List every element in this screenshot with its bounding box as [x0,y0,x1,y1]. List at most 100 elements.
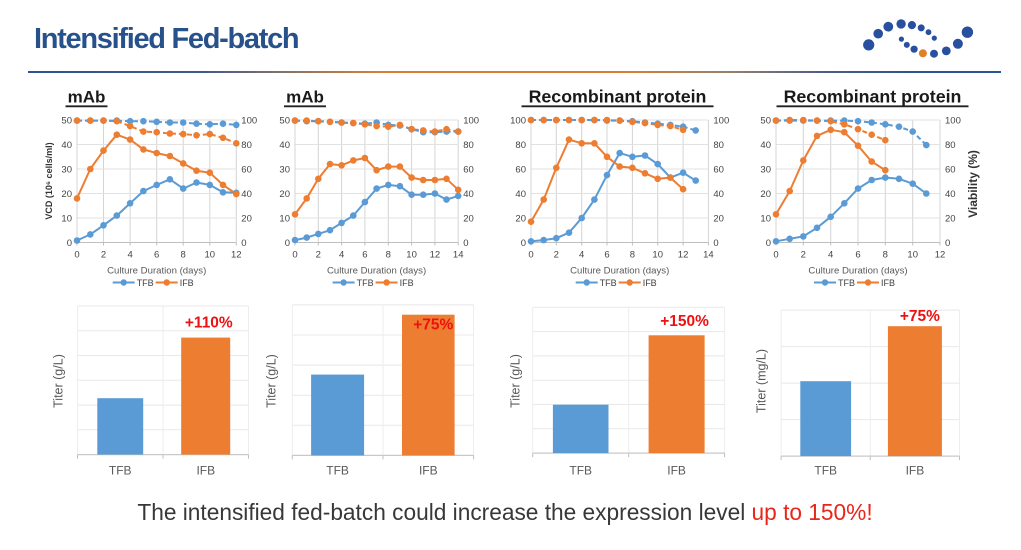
svg-text:40: 40 [760,140,771,151]
svg-text:TFB: TFB [137,278,154,288]
svg-text:2: 2 [316,250,321,261]
svg-text:IFB: IFB [180,278,194,288]
svg-text:IFB: IFB [881,278,895,288]
svg-text:40: 40 [279,140,290,151]
svg-text:TFB: TFB [814,464,837,478]
svg-text:TFB: TFB [569,464,592,478]
svg-text:+110%: +110% [185,315,233,332]
svg-text:IFB: IFB [906,464,925,478]
svg-text:2: 2 [554,250,559,261]
svg-text:12: 12 [935,250,946,261]
svg-text:60: 60 [241,164,252,175]
svg-text:0: 0 [521,238,526,249]
svg-text:Titer (mg/L): Titer (mg/L) [754,349,768,413]
svg-text:0: 0 [74,250,79,261]
svg-text:6: 6 [855,250,860,261]
svg-text:60: 60 [945,164,956,175]
svg-text:0: 0 [766,238,771,249]
svg-text:IFB: IFB [419,464,438,478]
svg-text:Titer (g/L): Titer (g/L) [52,354,66,408]
svg-text:6: 6 [154,250,159,261]
svg-text:50: 50 [760,115,771,126]
svg-text:40: 40 [515,189,526,200]
svg-text:0: 0 [241,238,246,249]
svg-text:8: 8 [386,250,391,261]
svg-text:50: 50 [61,115,72,126]
svg-text:+75%: +75% [413,317,453,334]
svg-text:2: 2 [101,250,106,261]
svg-text:80: 80 [463,140,474,151]
svg-text:100: 100 [945,115,961,126]
svg-text:8: 8 [883,250,888,261]
svg-text:20: 20 [463,213,474,224]
svg-text:60: 60 [713,164,724,175]
svg-text:8: 8 [181,250,186,261]
svg-text:20: 20 [713,213,724,224]
svg-text:4: 4 [828,250,833,261]
svg-text:40: 40 [945,189,956,200]
svg-text:Recombinant protein: Recombinant protein [529,87,707,107]
svg-text:0: 0 [773,250,778,261]
svg-text:IFB: IFB [400,278,414,288]
svg-text:20: 20 [241,213,252,224]
svg-text:20: 20 [760,189,771,200]
svg-text:4: 4 [127,250,132,261]
svg-text:60: 60 [463,164,474,175]
svg-text:20: 20 [279,189,290,200]
svg-text:100: 100 [241,115,257,126]
svg-text:TFB: TFB [838,278,855,288]
svg-text:40: 40 [463,189,474,200]
svg-text:0: 0 [945,238,950,249]
svg-text:10: 10 [205,250,216,261]
svg-text:4: 4 [579,250,584,261]
svg-text:0: 0 [713,238,718,249]
svg-text:0: 0 [292,250,297,261]
svg-text:40: 40 [241,189,252,200]
svg-text:Culture Duration (days): Culture Duration (days) [107,266,206,277]
svg-text:50: 50 [279,115,290,126]
svg-text:Recombinant protein: Recombinant protein [784,87,962,107]
svg-text:20: 20 [515,213,526,224]
svg-text:IFB: IFB [196,464,215,478]
svg-text:Culture Duration (days): Culture Duration (days) [327,266,426,277]
svg-text:10: 10 [652,250,663,261]
svg-text:VCD (10⁶ cells/ml): VCD (10⁶ cells/ml) [44,142,54,219]
svg-text:100: 100 [713,115,729,126]
svg-text:Titer (g/L): Titer (g/L) [509,354,523,408]
svg-text:mAb: mAb [68,88,106,107]
svg-text:0: 0 [463,238,468,249]
svg-text:TFB: TFB [357,278,374,288]
svg-text:10: 10 [279,213,290,224]
svg-text:100: 100 [510,115,526,126]
svg-text:14: 14 [453,250,464,261]
svg-text:30: 30 [279,164,290,175]
svg-text:0: 0 [67,238,72,249]
svg-text:12: 12 [430,250,441,261]
svg-text:10: 10 [760,213,771,224]
svg-text:Titer (g/L): Titer (g/L) [264,354,278,408]
svg-text:6: 6 [604,250,609,261]
svg-text:20: 20 [945,213,956,224]
svg-text:10: 10 [907,250,918,261]
svg-text:Culture Duration (days): Culture Duration (days) [570,266,669,277]
svg-text:80: 80 [515,140,526,151]
svg-text:80: 80 [713,140,724,151]
svg-text:12: 12 [231,250,242,261]
svg-text:TFB: TFB [600,278,617,288]
svg-text:TFB: TFB [326,464,349,478]
svg-text:30: 30 [760,164,771,175]
svg-text:10: 10 [406,250,417,261]
svg-text:TFB: TFB [109,464,132,478]
svg-text:2: 2 [801,250,806,261]
svg-text:40: 40 [713,189,724,200]
svg-text:10: 10 [61,213,72,224]
svg-text:6: 6 [362,250,367,261]
svg-text:80: 80 [945,140,956,151]
svg-text:30: 30 [61,164,72,175]
svg-text:100: 100 [463,115,479,126]
svg-text:60: 60 [515,164,526,175]
svg-text:IFB: IFB [667,464,686,478]
svg-text:Culture Duration (days): Culture Duration (days) [808,266,907,277]
svg-text:0: 0 [528,250,533,261]
svg-text:40: 40 [61,140,72,151]
